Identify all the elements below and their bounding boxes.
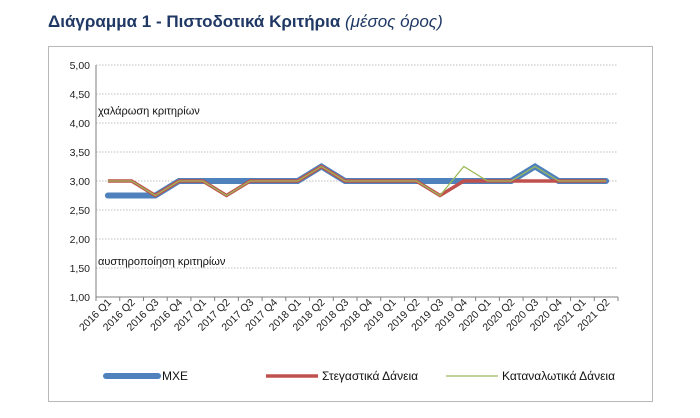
chart-title: Διάγραμμα 1 - Πιστοδοτικά Κριτήρια (μέσο… [48,12,443,32]
y-tick-label: 4,00 [70,118,91,130]
y-tick-label: 1,00 [70,292,91,304]
y-tick-label: 2,00 [70,234,91,246]
chart-title-main: Διάγραμμα 1 - Πιστοδοτικά Κριτήρια [48,12,341,31]
y-tick-label: 1,50 [70,263,91,275]
series-line [107,165,607,197]
y-tick-label: 4,50 [70,89,91,101]
legend-label: Καταναλωτικά Δάνεια [502,369,615,383]
y-tick-label: 3,50 [70,147,91,159]
legend-label: Στεγαστικά Δάνεια [322,369,418,383]
y-tick-label: 2,50 [70,205,91,217]
legend-label: ΜΧΕ [162,369,188,383]
y-tick-label: 5,00 [70,60,91,72]
chart-annotation: αυστηροποίηση κριτηρίων [98,256,226,268]
chart-title-subtitle: (μέσος όρος) [345,12,443,31]
chart-annotation: χαλάρωση κριτηρίων [98,105,200,117]
y-tick-label: 3,00 [70,176,91,188]
chart-frame [48,46,653,402]
